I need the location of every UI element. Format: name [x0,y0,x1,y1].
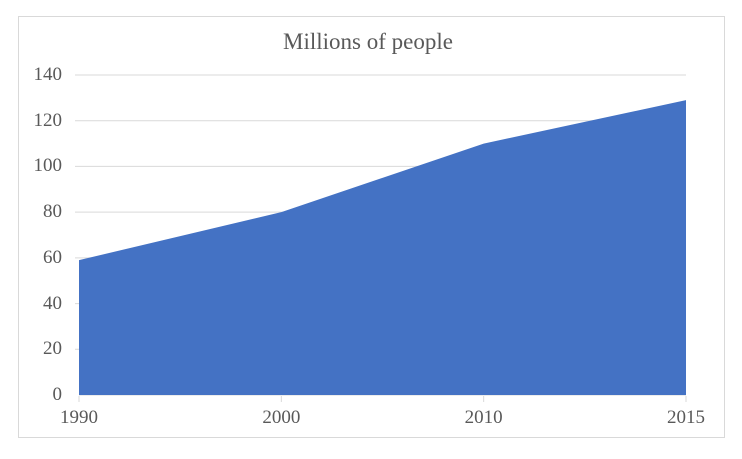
y-tick-label: 40 [43,292,62,314]
y-tick-label: 120 [33,109,63,131]
y-tick-label: 0 [52,384,63,405]
x-tick-label: 2000 [262,407,301,428]
y-tick-label: 80 [43,201,62,223]
y-tick-label: 140 [33,64,63,85]
x-tick-label: 2010 [464,407,503,428]
x-tick-label: 1990 [60,407,98,428]
x-tick-label: 2015 [667,407,705,428]
area-series [79,100,686,396]
y-tick-label: 20 [43,338,62,360]
chart-title: Millions of people [283,29,453,54]
y-tick-label: 100 [33,155,63,177]
y-tick-label: 60 [43,246,62,268]
